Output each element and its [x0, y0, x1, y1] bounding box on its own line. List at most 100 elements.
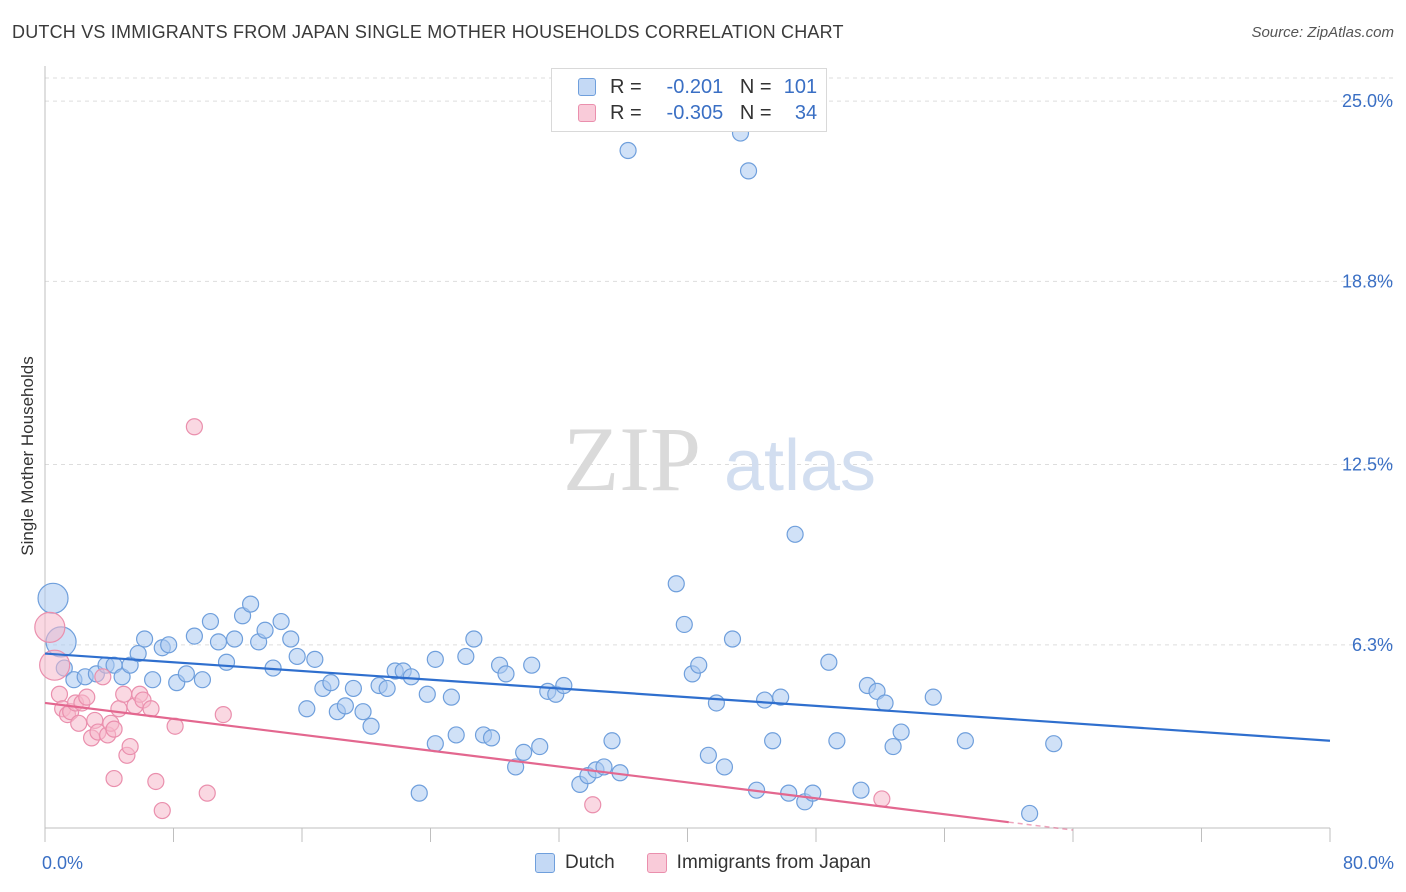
dutch-point — [531, 737, 549, 756]
dutch-point — [121, 656, 139, 674]
japan-point — [34, 611, 66, 643]
japan-swatch — [578, 104, 596, 122]
dutch-point — [699, 746, 717, 764]
watermark: ZIP atlas — [563, 408, 876, 510]
dutch-point — [764, 732, 782, 750]
dutch-point — [344, 679, 362, 698]
dutch-point — [892, 723, 910, 741]
dutch-point — [523, 656, 541, 674]
points-layer — [34, 124, 1063, 823]
dutch-point — [852, 781, 870, 799]
dutch-point — [378, 679, 396, 698]
dutch-point — [177, 665, 195, 683]
legend-n-value: 34 — [794, 101, 818, 124]
dutch-point — [113, 668, 131, 686]
x-tick-label-max: 80.0% — [1342, 853, 1394, 873]
dutch-point — [129, 644, 147, 663]
correlation-legend: R = -0.201 N = 101 R = -0.305 N = 34 — [551, 68, 827, 132]
japan-point — [70, 714, 88, 732]
japan-point — [110, 700, 128, 718]
japan-point — [185, 418, 203, 436]
japan-point — [147, 772, 165, 791]
dutch-point — [820, 653, 838, 671]
dutch-point — [418, 685, 436, 703]
legend-r-label: R = — [610, 101, 642, 124]
legend-item-japan: Immigrants from Japan — [646, 852, 871, 874]
dutch-point — [515, 743, 533, 762]
grid-layer — [45, 77, 1395, 646]
dutch-point — [322, 674, 340, 692]
japan-point — [78, 688, 96, 706]
japan-point — [198, 784, 216, 802]
dutch-point — [876, 694, 894, 712]
dutch-point — [707, 694, 726, 712]
japan-point — [50, 685, 69, 703]
japan-point — [153, 801, 171, 820]
legend-r-value: -0.305 — [666, 101, 724, 124]
japan-point — [39, 649, 71, 681]
dutch-point — [193, 671, 212, 689]
dutch-point — [256, 621, 274, 639]
dutch-point — [201, 612, 220, 631]
dutch-point — [555, 676, 573, 695]
dutch-point — [780, 784, 798, 802]
dutch-point — [924, 688, 942, 706]
dutch-point — [497, 665, 515, 683]
dutch-point — [828, 732, 846, 750]
dutch-point — [1045, 735, 1063, 753]
japan-point — [105, 769, 123, 788]
dutch-point — [282, 630, 300, 648]
dutch-point — [690, 656, 708, 674]
japan-trend-line — [44, 701, 1009, 824]
japan-legend-swatch — [646, 853, 667, 873]
series-legend: Dutch Immigrants from Japan — [0, 852, 1406, 874]
dutch-point — [160, 636, 178, 654]
japan-point — [94, 668, 112, 686]
dutch-point — [410, 784, 428, 802]
japan-point — [105, 720, 123, 738]
dutch-point — [306, 650, 324, 668]
dutch-point — [675, 615, 693, 634]
dutch-legend-swatch — [535, 853, 556, 873]
japan-point — [873, 790, 891, 808]
dutch-point — [956, 732, 974, 750]
legend-r-label: R = — [610, 75, 642, 98]
dutch-point — [667, 575, 685, 593]
dutch-point — [288, 647, 306, 666]
dutch-point — [185, 627, 203, 645]
dutch-point — [884, 737, 902, 756]
dutch-point — [426, 735, 444, 753]
japan-point — [584, 796, 602, 814]
japan-point — [121, 737, 139, 756]
legend-row-dutch: R = -0.201 N = 101 — [578, 74, 817, 100]
dutch-point — [447, 726, 465, 744]
japan-point — [214, 705, 232, 724]
dutch-point — [135, 630, 154, 648]
axis-layer — [44, 66, 1331, 842]
legend-n-label: N = — [739, 101, 772, 124]
dutch-point — [482, 729, 501, 747]
dutch-point — [336, 697, 354, 715]
dutch-point — [723, 630, 742, 648]
dutch-point — [217, 653, 236, 671]
dutch-point — [354, 703, 372, 721]
dutch-point — [225, 630, 244, 648]
dutch-point — [37, 582, 69, 614]
y-tick-label: 12.5% — [1342, 455, 1393, 475]
dutch-point — [209, 633, 228, 651]
dutch-point — [242, 595, 260, 613]
y-tick-labels: 25.0% 18.8% 12.5% 6.3% — [1342, 91, 1393, 655]
dutch-point — [298, 700, 316, 718]
dutch-point — [619, 141, 637, 160]
legend-r-value: -0.201 — [666, 75, 724, 98]
dutch-point — [507, 758, 525, 776]
dutch-point — [362, 717, 380, 735]
source-label: Source: ZipAtlas.com — [1251, 24, 1394, 41]
dutch-point — [426, 650, 444, 668]
dutch-point — [715, 758, 734, 776]
dutch-point — [772, 688, 790, 706]
dutch-point — [272, 612, 290, 631]
legend-row-japan: R = -0.305 N = 34 — [578, 100, 817, 126]
dutch-point — [233, 607, 252, 625]
